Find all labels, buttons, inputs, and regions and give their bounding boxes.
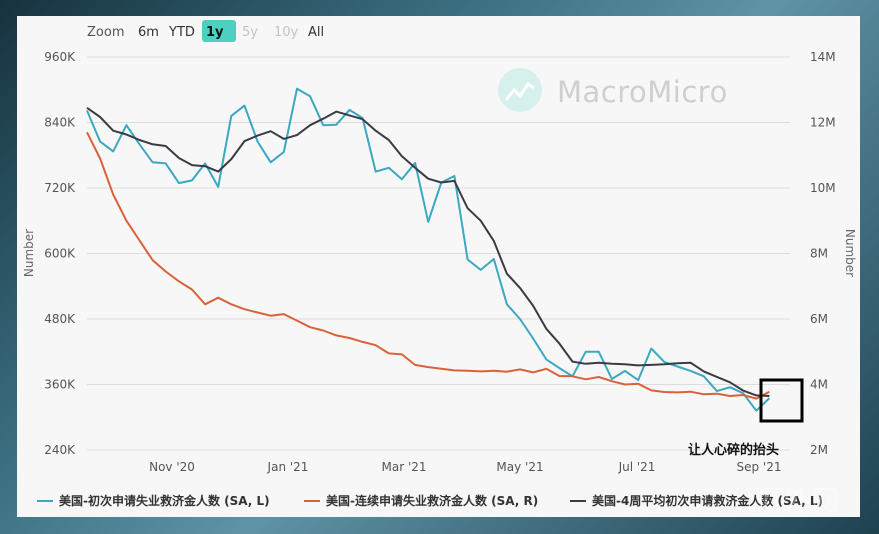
x-tick-label: Sep '21: [737, 460, 782, 474]
right-axis-ticks: 2M 4M 6M 8M 10M 12M 14M: [810, 50, 836, 457]
left-tick-label: 960K: [44, 50, 76, 64]
zoom-button-label: 10y: [274, 25, 299, 40]
macromicro-logo-icon: [498, 68, 542, 112]
zoom-button-label: YTD: [168, 25, 195, 40]
zoom-button-10y[interactable]: 10y: [274, 25, 299, 40]
left-tick-label: 840K: [44, 116, 76, 130]
x-tick-label: Mar '21: [381, 460, 426, 474]
zoom-button-label: 6m: [138, 25, 159, 40]
series-lines: [86, 87, 771, 412]
annotation-text: 让人心碎的抬头: [688, 442, 779, 458]
right-tick-label: 8M: [810, 247, 828, 261]
zoom-button-label: 5y: [242, 25, 258, 40]
left-tick-label: 360K: [44, 378, 76, 392]
legend-label: 美国-4周平均初次申请救济金人数 (SA, L): [592, 493, 823, 508]
legend-item-avg4w[interactable]: 美国-4周平均初次申请救济金人数 (SA, L): [570, 493, 823, 508]
right-tick-label: 2M: [810, 443, 828, 457]
right-tick-label: 12M: [810, 116, 836, 130]
legend-label: 美国-初次申请失业救济金人数 (SA, L): [59, 493, 270, 508]
legend-item-continuing[interactable]: 美国-连续申请失业救济金人数 (SA, R): [304, 493, 538, 508]
left-axis-title: Number: [22, 229, 36, 277]
right-tick-label: 4M: [810, 378, 828, 392]
x-tick-label: Jul '21: [618, 460, 656, 474]
right-tick-label: 6M: [810, 312, 828, 326]
zoom-label: Zoom: [87, 25, 124, 40]
chart-panel: Zoom 6m YTD 1y 5y 10y All MacroMicro 240K 360K…: [17, 16, 860, 517]
zoom-button-ytd[interactable]: YTD: [168, 25, 195, 40]
legend-label: 美国-连续申请失业救济金人数 (SA, R): [326, 493, 538, 508]
zoom-controls: Zoom 6m YTD 1y 5y 10y All: [87, 20, 324, 42]
macromicro-logo-line: [504, 81, 535, 101]
zoom-button-5y[interactable]: 5y: [242, 25, 258, 40]
left-tick-label: 240K: [44, 443, 76, 457]
zoom-active-bg: [202, 20, 236, 42]
zoom-button-all[interactable]: All: [308, 25, 324, 40]
x-tick-label: May '21: [496, 460, 543, 474]
series-line-continuing: [86, 131, 770, 400]
legend: 美国-初次申请失业救济金人数 (SA, L) 美国-连续申请失业救济金人数 (SA…: [37, 493, 823, 508]
chart-svg: Zoom 6m YTD 1y 5y 10y All MacroMicro 240K 360K…: [22, 20, 857, 517]
annotation-box: [759, 378, 804, 423]
zoom-button-6m[interactable]: 6m: [138, 25, 159, 40]
zoom-button-label: 1y: [206, 25, 224, 40]
series-line-avg4w: [86, 106, 770, 397]
left-tick-label: 480K: [44, 312, 76, 326]
watermark-text: MacroMicro: [557, 75, 728, 109]
legend-item-initial[interactable]: 美国-初次申请失业救济金人数 (SA, L): [37, 493, 270, 508]
zoom-button-1y[interactable]: 1y: [202, 20, 236, 42]
grid: [87, 56, 790, 451]
right-axis-title: Number: [843, 229, 857, 277]
left-tick-label: 720K: [44, 181, 76, 195]
series-line-initial: [86, 87, 771, 412]
left-axis-ticks: 240K 360K 480K 600K 720K 840K 960K: [44, 50, 76, 457]
right-tick-label: 14M: [810, 50, 836, 64]
x-tick-label: Jan '21: [267, 460, 309, 474]
left-tick-label: 600K: [44, 247, 76, 261]
x-tick-label: Nov '20: [149, 460, 195, 474]
x-axis-ticks: Nov '20 Jan '21 Mar '21 May '21 Jul '21 Sep '…: [149, 460, 781, 474]
right-tick-label: 10M: [810, 181, 836, 195]
macromicro-watermark: MacroMicro: [498, 68, 728, 112]
corner-watermark: 汇外网: [755, 484, 839, 517]
zoom-button-label: All: [308, 25, 324, 40]
